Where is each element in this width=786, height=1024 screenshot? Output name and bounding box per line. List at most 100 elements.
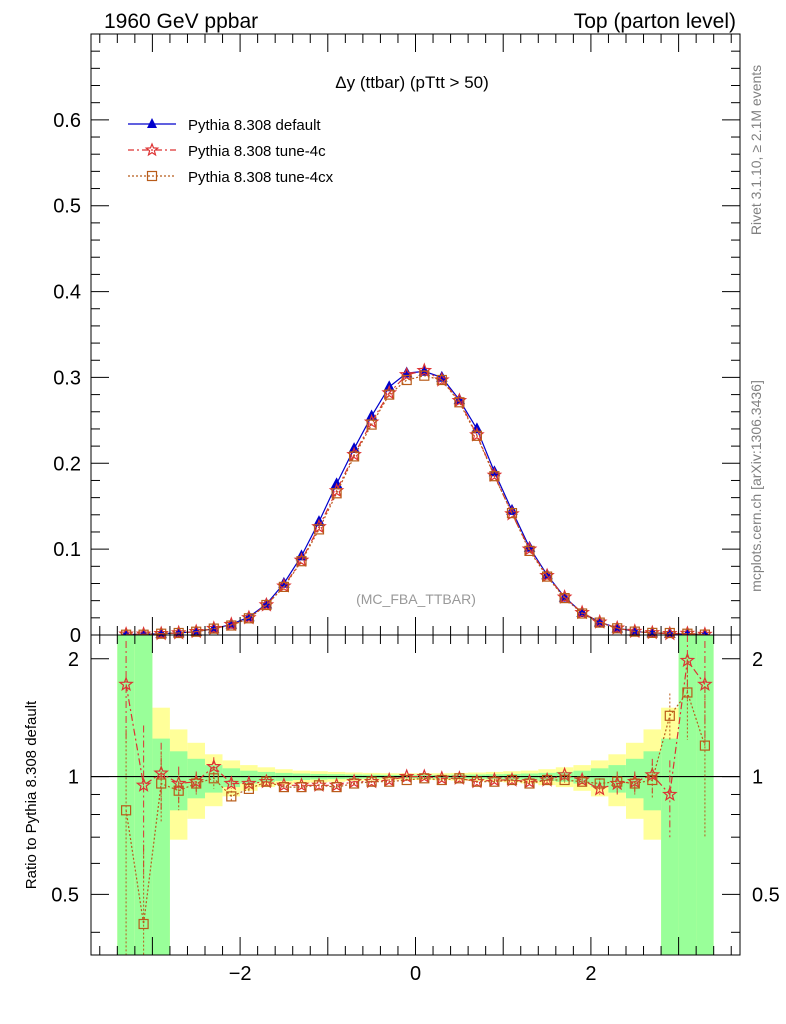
main-point-2-28 [612,623,623,634]
main-line-1 [126,369,705,635]
ratio-point-1-18 [436,774,447,786]
ratio-point-1-6 [226,791,237,802]
main-point-2-16 [401,374,412,386]
ratio-point-1-9 [278,781,289,793]
ratio-point-1-28 [612,776,623,787]
main-point-1-17 [416,362,433,378]
ratio-ytick-label-0: 0.5 [51,884,79,906]
ratio-point-1-14 [366,776,377,787]
main-point-2-12 [331,488,342,499]
legend: Pythia 8.308 default Pythia 8.308 tune-4… [128,117,334,186]
ratio-ylabel: Ratio to Pythia 8.308 default [23,700,40,889]
main-ytick-label-1: 0.1 [53,539,81,561]
ratio-ytick-label-1: 1 [68,767,79,789]
ratio-point-0-30 [644,766,661,782]
legend-marker-tune4cx [146,170,158,182]
legend-tune4cx: Pythia 8.308 tune-4cx [188,169,334,186]
ratio-point-1-0 [120,805,132,816]
main-point-2-22 [506,508,518,519]
ratio-xtick-label-1: 0 [410,963,421,985]
ratio-plot-area [117,635,714,955]
rivet-label: Rivet 3.1.10, ≥ 2.1M events [748,65,764,235]
band-green-1 [134,635,153,955]
main-point-2-19 [454,397,465,408]
ratio-point-0-1 [135,777,152,792]
ratio-point-1-26 [576,776,588,787]
legend-tune4c: Pythia 8.308 tune-4c [188,143,326,160]
main-ytick-label-5: 0.5 [53,196,81,218]
main-axes: 0 0.1 0.2 0.3 0.4 0.5 0.6 [53,34,740,647]
ratio-point-1-33 [699,740,711,751]
ratio-point-1-31 [664,710,675,721]
ratio-point-0-32 [679,652,696,668]
main-ytick-label-0: 0 [70,625,81,647]
ratio-point-1-15 [384,776,395,787]
ratio-point-1-19 [454,773,465,784]
ratio-frame [90,634,741,956]
main-point-2-8 [261,599,272,611]
ratio-ytick-label-r-2: 2 [752,649,763,671]
ratio-point-1-20 [471,776,482,787]
ratio-point-1-8 [261,776,272,787]
main-point-2-23 [524,545,535,557]
ratio-line-0 [125,658,706,796]
ratio-point-1-24 [541,774,553,786]
legend-marker-default [147,118,157,128]
main-point-2-26 [576,608,588,619]
ratio-xtick-label-0: −2 [229,963,252,985]
ratio-point-1-10 [296,781,307,793]
main-point-2-9 [278,581,289,593]
main-point-2-13 [349,451,360,462]
ratio-point-1-22 [506,774,518,786]
ratio-point-1-25 [559,774,570,786]
ratio-point-1-30 [647,774,658,786]
main-point-2-14 [366,419,377,430]
ratio-point-0-31 [662,786,678,802]
main-point-2-25 [559,592,570,604]
ratio-ytick-label-r-0: 0.5 [752,884,780,906]
main-ytick-label-3: 0.3 [53,367,81,389]
ratio-xtick-label-2: 2 [585,963,596,985]
main-point-2-7 [243,613,254,624]
ratio-point-1-27 [594,778,605,789]
main-point-2-4 [191,626,202,637]
ratio-point-0-0 [118,676,134,691]
main-point-2-15 [384,389,395,400]
main-point-2-10 [296,556,307,567]
ratio-point-1-1 [138,918,149,930]
ratio-point-1-29 [629,778,640,789]
ratio-point-1-23 [524,778,535,789]
ratio-point-1-32 [682,687,693,698]
main-ytick-label-4: 0.4 [53,282,81,304]
main-title: Δy (ttbar) (pTtt > 50) [335,73,489,92]
ratio-ytick-label-r-1: 1 [752,767,763,789]
ratio-point-1-7 [243,783,254,795]
ratio-axes: 0.5 0.5 1 1 2 2 −2 0 2 [51,635,780,985]
ratio-point-1-2 [156,778,167,789]
ratio-point-1-17 [419,773,430,784]
ratio-series [91,635,740,955]
main-point-2-20 [471,430,482,441]
main-point-2-11 [313,524,325,535]
main-point-2-2 [156,628,167,639]
ratio-point-0-6 [223,775,240,791]
main-point-2-27 [594,617,605,628]
ratio-point-1-16 [401,774,412,786]
legend-default: Pythia 8.308 default [188,117,321,134]
band-green-2 [152,738,170,955]
main-point-2-21 [489,471,500,482]
main-point-2-5 [208,623,219,634]
main-ytick-label-6: 0.6 [53,110,81,132]
header-right: Top (parton level) [574,10,736,33]
ratio-point-1-11 [313,780,325,791]
ratio-line-1 [125,691,706,925]
main-point-2-24 [541,571,553,582]
watermark: (MC_FBA_TTBAR) [356,591,476,607]
main-point-2-17 [419,370,430,381]
ratio-point-1-5 [208,773,219,784]
band-green-32 [678,635,697,955]
header-left: 1960 GeV ppbar [104,10,258,33]
ratio-point-1-13 [349,778,360,789]
legend-marker-tune4c [144,142,160,157]
ratio-ytick-label-2: 2 [68,649,79,671]
